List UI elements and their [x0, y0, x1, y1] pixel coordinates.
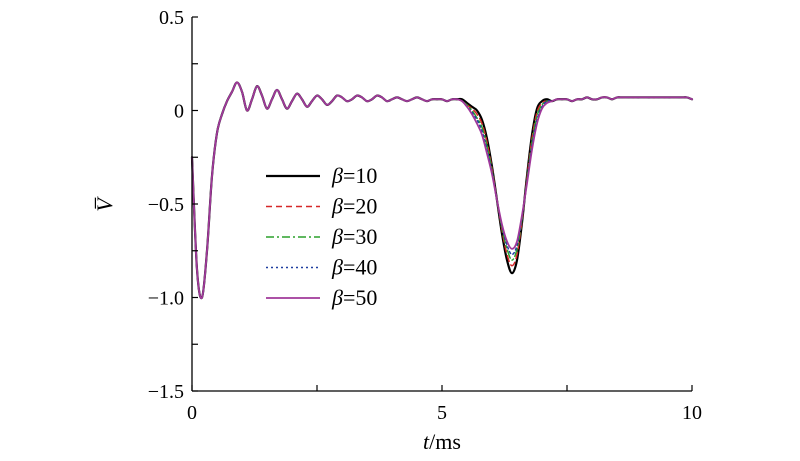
legend-symbol: β — [331, 255, 343, 280]
legend-value: =30 — [343, 224, 377, 249]
series-line-1 — [190, 81, 694, 300]
legend-label: β=50 — [331, 285, 377, 310]
legend-label: β=10 — [331, 163, 377, 188]
series-line-3 — [191, 81, 693, 299]
legend-symbol: β — [331, 224, 343, 249]
legend: β=10β=20β=30β=40β=50 — [266, 163, 377, 310]
x-tick-label: 5 — [437, 402, 447, 424]
y-tick-label: 0.5 — [159, 7, 184, 29]
series-line-2 — [191, 81, 693, 299]
legend-value: =20 — [343, 194, 377, 219]
series-line-4 — [191, 81, 693, 299]
y-tick-label: −1.5 — [148, 381, 184, 403]
legend-label: β=40 — [331, 255, 377, 280]
legend-value: =10 — [343, 163, 377, 188]
legend-value: =50 — [343, 285, 377, 310]
legend-symbol: β — [331, 194, 343, 219]
legend-value: =40 — [343, 255, 377, 280]
x-axis-label: t/ms — [423, 429, 461, 454]
x-tick-label: 0 — [187, 402, 197, 424]
legend-symbol: β — [331, 163, 343, 188]
legend-symbol: β — [331, 285, 343, 310]
y-axis: 0.5 0 −0.5 −1.0 −1.5 — [148, 7, 198, 403]
x-tick-label: 10 — [682, 402, 702, 424]
y-tick-label: −1.0 — [148, 288, 184, 310]
series-line-5 — [191, 81, 693, 300]
plot-area — [190, 81, 694, 300]
y-axis-label: V̅ — [92, 196, 117, 212]
y-tick-label: 0 — [174, 101, 184, 123]
y-tick-label: −0.5 — [148, 194, 184, 216]
x-axis: 0 5 10 — [187, 385, 702, 424]
legend-label: β=20 — [331, 194, 377, 219]
legend-label: β=30 — [331, 224, 377, 249]
